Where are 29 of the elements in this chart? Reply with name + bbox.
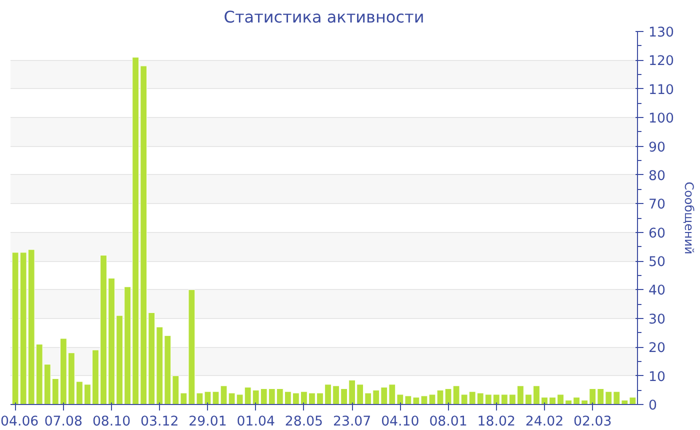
y-tick-label: 40	[648, 284, 666, 299]
x-tick-label: 08.01	[429, 414, 468, 430]
y-tick-label: 110	[648, 82, 674, 98]
x-tick-label: 08.10	[92, 414, 131, 430]
y-tick-label: 80	[648, 168, 666, 184]
x-tick-label: 28.05	[284, 414, 324, 430]
x-tick-label: 01.04	[236, 414, 275, 430]
x-tick-label: 24.02	[525, 414, 564, 430]
y-tick-label: 100	[648, 112, 674, 127]
y-tick-label: 50	[648, 255, 666, 270]
x-tick-label: 04.10	[381, 414, 420, 430]
x-tick-label: 23.07	[332, 414, 372, 430]
chart-title: Статистика активности	[224, 8, 424, 26]
x-tick-label: 07.08	[44, 414, 82, 430]
x-tick-label: 02.03	[574, 414, 612, 430]
x-tick-label: 29.01	[188, 414, 227, 430]
y-tick-label: 10	[648, 370, 666, 385]
x-tick-label: 03.12	[140, 414, 179, 430]
y-tick-label: 130	[648, 26, 674, 40]
y-tick-label: 90	[648, 140, 666, 156]
y-tick-label: 70	[648, 198, 666, 213]
x-tick-label: 04.06	[0, 414, 39, 430]
y-tick-label: 60	[648, 226, 666, 242]
y-tick-label: 120	[648, 54, 674, 70]
x-tick-label: 18.02	[477, 414, 516, 430]
y-tick-label: 30	[648, 312, 666, 328]
y-axis-title: Сообщений	[682, 182, 696, 254]
y-tick-label: 0	[648, 398, 657, 414]
y-tick-label: 20	[648, 341, 666, 356]
